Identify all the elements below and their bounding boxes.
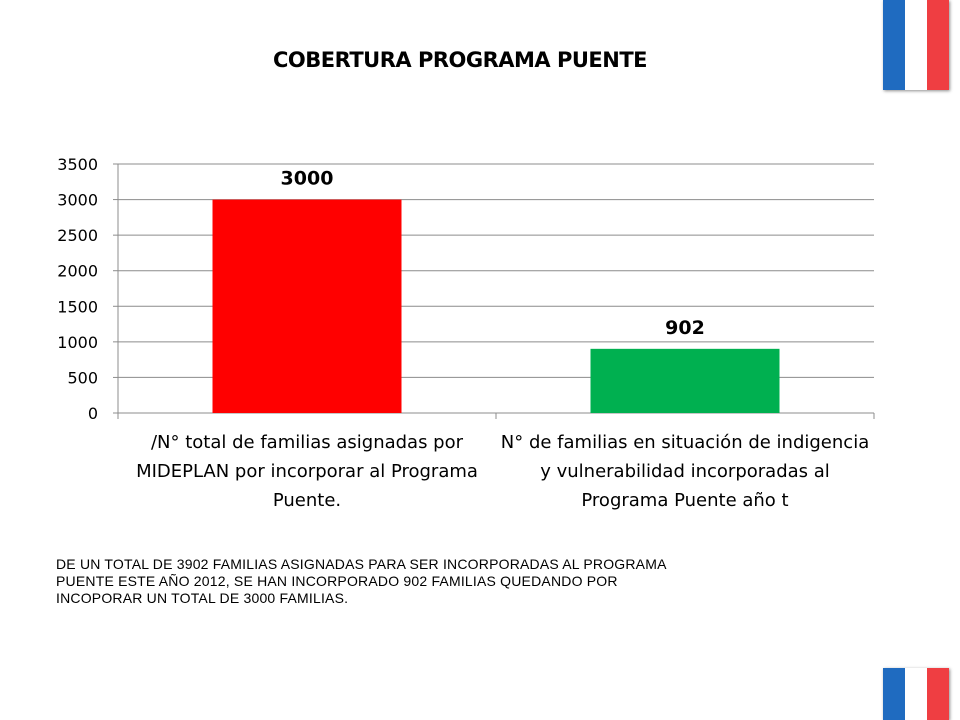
data-label-2: 902 — [665, 317, 705, 339]
flag-band-white — [905, 668, 927, 720]
bar-1 — [212, 199, 402, 413]
bar-2 — [590, 348, 780, 413]
chile-flag-bottom — [883, 668, 949, 720]
summary-note-line-3: INCOPORAR UN TOTAL DE 3000 FAMILIAS. — [56, 590, 349, 606]
y-tick-label: 0 — [88, 404, 98, 423]
data-label-1: 3000 — [281, 168, 334, 190]
y-tick-label: 2000 — [57, 262, 98, 281]
chart-title: COBERTURA PROGRAMA PUENTE — [272, 48, 648, 72]
y-tick-label: 1500 — [57, 297, 98, 316]
chile-flag-top — [883, 0, 949, 90]
y-tick-label: 500 — [67, 368, 98, 387]
flag-band-red — [927, 0, 949, 90]
flag-band-red — [927, 668, 949, 720]
category-label-2: N° de familias en situación de indigenci… — [500, 432, 870, 511]
y-tick-label: 2500 — [57, 226, 98, 245]
y-tick-label: 3000 — [57, 191, 98, 210]
summary-note-line-1: DE UN TOTAL DE 3902 FAMILIAS ASIGNADAS P… — [56, 556, 667, 572]
y-tick-label: 3500 — [57, 155, 98, 174]
summary-note: DE UN TOTAL DE 3902 FAMILIAS ASIGNADAS P… — [56, 556, 896, 607]
category-label-1: /N° total de familias asignadas por MIDE… — [136, 432, 478, 511]
flag-band-blue — [883, 0, 905, 90]
summary-note-line-2: PUENTE ESTE AÑO 2012, SE HAN INCORPORADO… — [56, 573, 618, 589]
y-tick-label: 1000 — [57, 333, 98, 352]
flag-band-white — [905, 0, 927, 90]
flag-band-blue — [883, 668, 905, 720]
